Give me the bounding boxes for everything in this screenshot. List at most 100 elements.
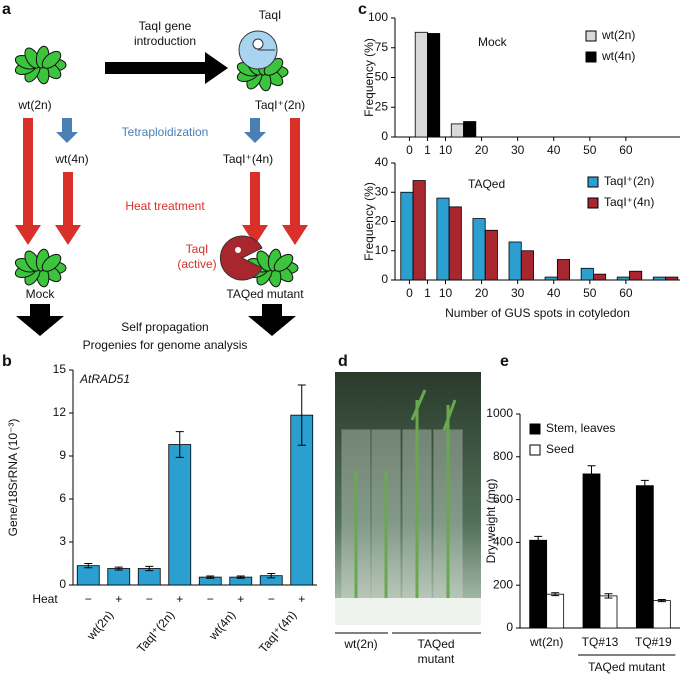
bar [463, 121, 477, 138]
error-bar [206, 575, 215, 579]
y-tick-label: 0 [506, 620, 513, 634]
y-tick-label: 400 [493, 535, 513, 549]
error-bar [657, 599, 666, 603]
error-bar [236, 575, 245, 579]
y-tick-label: 0 [381, 129, 388, 143]
label: (active) [177, 257, 216, 271]
y-tick-label: 800 [493, 449, 513, 463]
bar [529, 539, 548, 629]
error-bar [114, 566, 123, 571]
error-bar [145, 565, 154, 572]
legend-label: TaqI⁺(4n) [604, 195, 654, 209]
bar [520, 250, 534, 281]
panel-label: e [500, 353, 509, 370]
active-enzyme-icon [219, 235, 263, 281]
error-bar [175, 431, 184, 458]
label: TaqI gene [139, 19, 192, 33]
label: Mock [26, 287, 56, 301]
x-tick-label: 30 [511, 286, 525, 300]
x-tick-label: 20 [475, 143, 489, 157]
x-tick-label: 1 [424, 286, 431, 300]
y-axis-label: Dry weight (mg) [484, 479, 498, 564]
x-tick-label: 50 [583, 143, 597, 157]
legend-swatch [585, 51, 597, 63]
legend-label: wt(2n) [601, 28, 635, 42]
error-bar [267, 573, 276, 579]
y-tick-label: 50 [375, 70, 389, 84]
legend-swatch [587, 176, 599, 188]
photo [335, 372, 481, 634]
y-tick-label: 1000 [486, 406, 513, 420]
annotation: AtRAD51 [79, 372, 130, 386]
y-tick-label: 100 [368, 10, 388, 24]
x-tick-label: 0 [406, 286, 413, 300]
legend-label: Stem, leaves [546, 421, 615, 435]
photo-label: wt(2n) [343, 637, 377, 651]
label: Tetraploidization [122, 125, 209, 139]
bar [436, 197, 450, 281]
label: TaqI [186, 242, 209, 256]
bar [484, 229, 498, 281]
bar [450, 123, 464, 138]
x-tick-label: − [146, 592, 153, 606]
panel-label: d [338, 353, 348, 370]
bar [580, 267, 594, 281]
error-bar [604, 593, 613, 599]
x-tick-label: 1 [424, 143, 431, 157]
bar [546, 593, 565, 629]
group-label: TAQed mutant [588, 660, 666, 674]
label: TaqI [259, 8, 282, 22]
x-tick-label: 10 [439, 286, 453, 300]
error-bar [551, 592, 560, 597]
legend-label: Seed [546, 442, 574, 456]
error-bar [534, 535, 543, 545]
label: wt(4n) [54, 152, 88, 166]
x-tick-label: 50 [583, 286, 597, 300]
legend-label: wt(4n) [601, 49, 635, 63]
x-tick-label: − [207, 592, 214, 606]
group-label: TaqI⁺(2n) [134, 608, 177, 656]
y-tick-label: 600 [493, 492, 513, 506]
x-tick-label: TQ#19 [635, 635, 672, 649]
x-tick-label: + [298, 592, 305, 606]
x-tick-label: 0 [406, 143, 413, 157]
active-enzyme-icon [235, 247, 241, 253]
annotation: TAQed [468, 177, 505, 191]
error-bar [587, 465, 596, 483]
bar [582, 473, 601, 629]
label: TAQed mutant [226, 287, 304, 301]
bar [616, 276, 630, 281]
x-tick-label: 30 [511, 143, 525, 157]
x-tick-label: 20 [475, 286, 489, 300]
y-axis-label: Frequency (%) [362, 38, 376, 117]
leaf [41, 253, 62, 272]
y-tick-label: 12 [53, 405, 67, 419]
x-tick-label: − [268, 592, 275, 606]
x-tick-label: + [176, 592, 183, 606]
bar [556, 259, 571, 281]
y-axis-label: Frequency (%) [362, 182, 376, 261]
x-tick-label: − [85, 592, 92, 606]
x-tick-label: 60 [619, 286, 633, 300]
leaf [41, 50, 62, 69]
legend-swatch [529, 423, 541, 435]
y-tick-label: 0 [381, 272, 388, 286]
panel-label: c [358, 1, 367, 18]
label: Heat treatment [125, 199, 205, 213]
y-tick-label: 20 [375, 214, 389, 228]
bar [427, 33, 441, 138]
enzyme-icon [252, 38, 264, 50]
y-tick-label: 25 [375, 99, 389, 113]
x-tick-label: 40 [547, 286, 561, 300]
legend-label: TaqI⁺(2n) [604, 174, 654, 188]
label: TaqI⁺(4n) [223, 152, 273, 166]
bar [412, 180, 426, 281]
x-tick-label: wt(2n) [529, 635, 563, 649]
arrows [15, 52, 308, 336]
x-tick-label: 60 [619, 143, 633, 157]
label: introduction [134, 34, 196, 48]
y-tick-label: 200 [493, 577, 513, 591]
y-tick-label: 30 [375, 184, 389, 198]
x-tick-label: 40 [547, 143, 561, 157]
